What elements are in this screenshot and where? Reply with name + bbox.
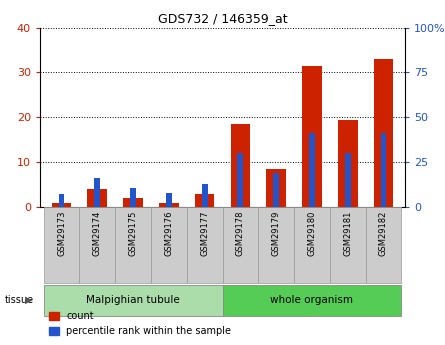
Text: Malpighian tubule: Malpighian tubule	[86, 295, 180, 305]
Bar	[159, 203, 179, 207]
Text: GSM29178: GSM29178	[236, 211, 245, 256]
Text: GSM29177: GSM29177	[200, 211, 209, 256]
Text: GSM29173: GSM29173	[57, 211, 66, 256]
Text: GSM29179: GSM29179	[271, 211, 281, 256]
Bar	[130, 188, 136, 207]
Bar	[231, 124, 250, 207]
Bar	[52, 203, 71, 207]
Text: GSM29174: GSM29174	[93, 211, 102, 256]
Bar	[151, 207, 187, 283]
Bar	[187, 207, 222, 283]
Bar	[195, 194, 214, 207]
Bar	[374, 59, 393, 207]
Bar	[338, 119, 357, 207]
Bar	[258, 207, 294, 283]
Legend: count, percentile rank within the sample: count, percentile rank within the sample	[45, 307, 235, 340]
Title: GDS732 / 146359_at: GDS732 / 146359_at	[158, 12, 287, 25]
Bar	[88, 189, 107, 207]
Bar	[44, 207, 79, 283]
Bar	[59, 194, 65, 207]
Bar	[123, 198, 143, 207]
Bar	[94, 178, 100, 207]
Bar	[44, 285, 222, 316]
Bar	[309, 134, 315, 207]
Bar	[238, 153, 243, 207]
Bar	[330, 207, 366, 283]
Bar	[294, 207, 330, 283]
Bar	[266, 169, 286, 207]
Text: tissue: tissue	[4, 295, 33, 305]
Bar	[222, 207, 258, 283]
Bar	[166, 193, 172, 207]
Bar	[115, 207, 151, 283]
Bar	[202, 184, 207, 207]
Text: whole organism: whole organism	[271, 295, 353, 305]
Bar	[222, 285, 401, 316]
Bar	[273, 173, 279, 207]
Bar	[366, 207, 401, 283]
Text: GSM29176: GSM29176	[164, 211, 174, 256]
Bar	[380, 134, 386, 207]
Text: GSM29175: GSM29175	[129, 211, 138, 256]
Bar	[302, 66, 322, 207]
Bar	[79, 207, 115, 283]
Text: ▶: ▶	[24, 295, 32, 305]
Text: GSM29182: GSM29182	[379, 211, 388, 256]
Text: GSM29181: GSM29181	[343, 211, 352, 256]
Bar	[345, 153, 351, 207]
Text: GSM29180: GSM29180	[307, 211, 316, 256]
